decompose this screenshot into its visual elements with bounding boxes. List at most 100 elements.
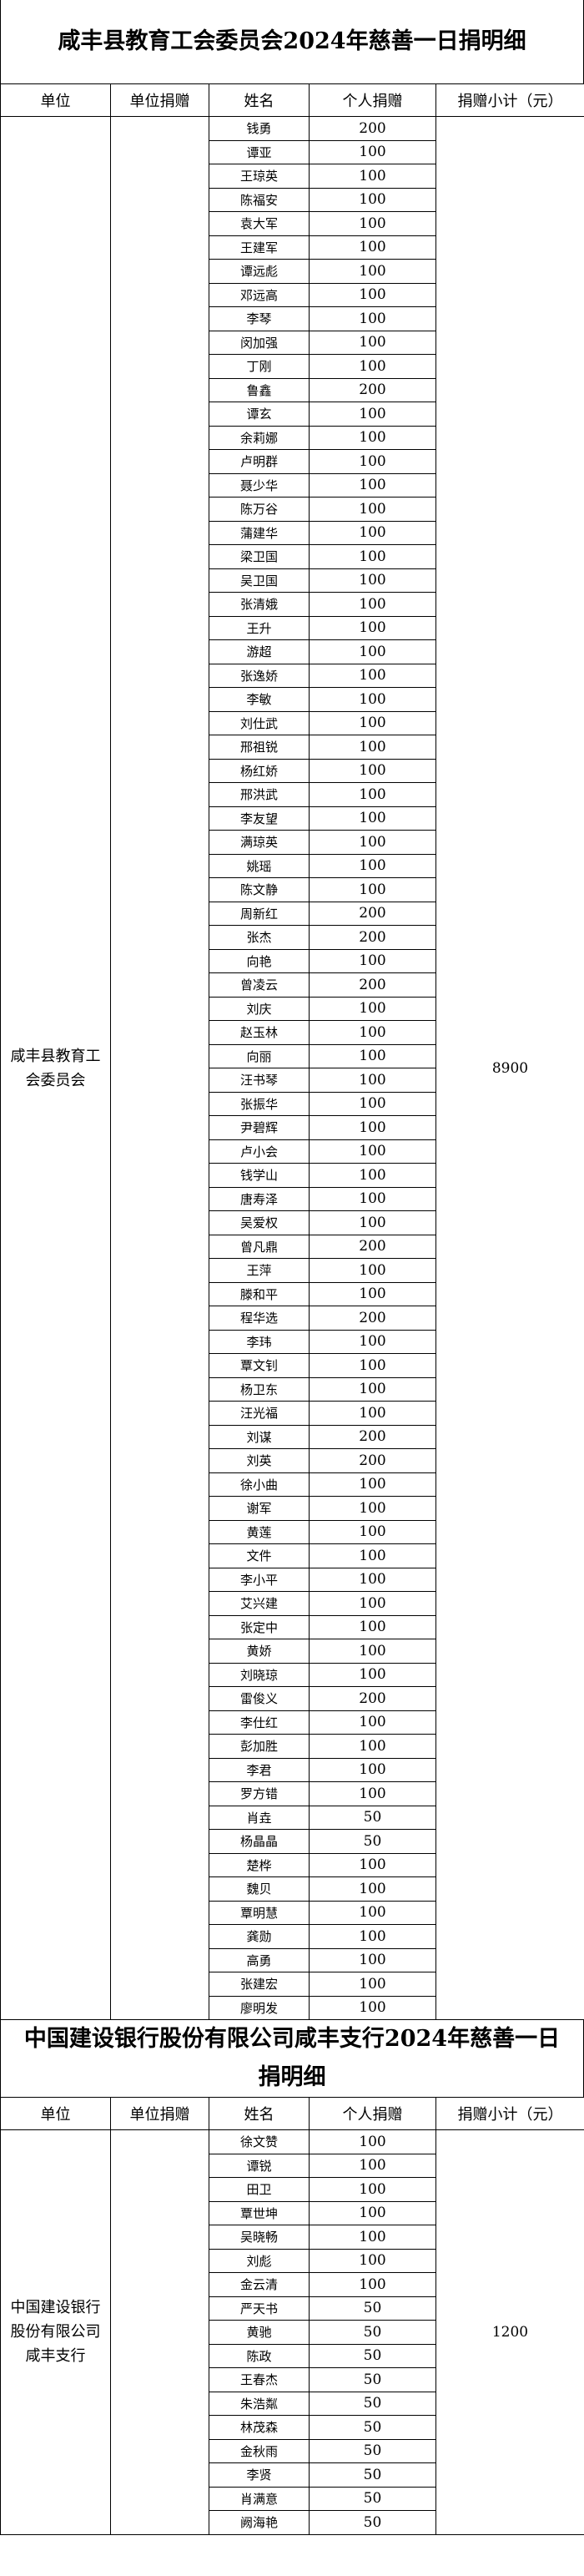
- table-row: 陈万谷 100: [1, 497, 584, 522]
- personal-donation-cell: 100: [309, 1163, 436, 1188]
- personal-donation-cell: 50: [309, 1829, 436, 1854]
- personal-donation-cell: 100: [309, 1091, 436, 1116]
- name-cell: 徐小曲: [209, 1472, 310, 1497]
- name-cell: 李敏: [209, 687, 310, 712]
- personal-donation-cell: 100: [309, 639, 436, 664]
- personal-donation-cell: 200: [309, 1234, 436, 1259]
- name-cell: 谭玄: [209, 402, 310, 427]
- personal-donation-cell: 100: [309, 1543, 436, 1568]
- name-cell: 程华选: [209, 1306, 310, 1331]
- personal-donation-cell: 100: [309, 2200, 436, 2225]
- table-row: 刘英 200: [1, 1448, 584, 1473]
- name-cell: 覃世坤: [209, 2200, 310, 2225]
- personal-donation-cell: 100: [309, 1995, 436, 2020]
- personal-donation-cell: 100: [309, 211, 436, 236]
- name-cell: 周新红: [209, 901, 310, 926]
- personal-donation-cell: 100: [309, 2248, 436, 2273]
- table-row: 程华选 200: [1, 1306, 584, 1331]
- table-row: 张定中 100: [1, 1614, 584, 1639]
- personal-donation-cell: 100: [309, 1353, 436, 1378]
- personal-donation-cell: 100: [309, 1662, 436, 1687]
- subtotal-cell: 8900: [435, 116, 584, 2020]
- name-cell: 邓远高: [209, 282, 310, 307]
- name-cell: 杨晶晶: [209, 1829, 310, 1854]
- personal-donation-cell: 100: [309, 1614, 436, 1639]
- personal-donation-cell: 200: [309, 116, 436, 141]
- personal-donation-cell: 100: [309, 948, 436, 973]
- table-row: 魏贝 100: [1, 1876, 584, 1902]
- header-row: 单位 单位捐赠 姓名 个人捐赠 捐赠小计（元）: [0, 2097, 584, 2130]
- name-cell: 赵玉林: [209, 1020, 310, 1045]
- table-row: 廖明发 100: [1, 1995, 584, 2020]
- name-cell: 王琼英: [209, 164, 310, 189]
- unit-cell: 中国建设银行股份有限公司咸丰支行: [0, 2129, 111, 2535]
- personal-donation-cell: 100: [309, 1924, 436, 1949]
- table-row: 龚勋 100: [1, 1924, 584, 1949]
- personal-donation-cell: 100: [309, 1591, 436, 1616]
- name-cell: 李君: [209, 1757, 310, 1782]
- name-cell: 李贤: [209, 2462, 310, 2488]
- header-unit-donation: 单位捐赠: [110, 2097, 209, 2130]
- table-row: 曾凌云 200: [1, 972, 584, 998]
- table-row: 中国建设银行股份有限公司咸丰支行 徐文赞 100 1200: [0, 2129, 584, 2535]
- personal-donation-cell: 100: [309, 782, 436, 807]
- personal-donation-cell: 100: [309, 853, 436, 878]
- personal-donation-cell: 100: [309, 1496, 436, 1521]
- personal-donation-cell: 200: [309, 377, 436, 402]
- personal-donation-cell: 50: [309, 2296, 436, 2321]
- personal-donation-cell: 100: [309, 1115, 436, 1140]
- table-row: 艾兴建 100: [1, 1591, 584, 1616]
- personal-donation-cell: 100: [309, 1567, 436, 1592]
- personal-donation-cell: 100: [309, 164, 436, 189]
- personal-donation-cell: 100: [309, 282, 436, 307]
- personal-donation-cell: 100: [309, 1329, 436, 1354]
- name-cell: 刘晓琼: [209, 1662, 310, 1687]
- table-row: 邢洪武 100: [1, 782, 584, 807]
- table-row: 严天书 50: [1, 2296, 584, 2321]
- personal-donation-cell: 100: [309, 1852, 436, 1877]
- personal-donation-cell: 100: [309, 235, 436, 260]
- table-row: 李贤 50: [1, 2462, 584, 2488]
- personal-donation-cell: 100: [309, 2177, 436, 2202]
- personal-donation-cell: 200: [309, 972, 436, 998]
- name-cell: 张杰: [209, 925, 310, 950]
- personal-donation-cell: 50: [309, 2343, 436, 2368]
- name-cell: 廖明发: [209, 1995, 310, 2020]
- table-row: 高勇 100: [1, 1947, 584, 1972]
- name-cell: 邢祖锐: [209, 735, 310, 760]
- table-row: 雷俊义 200: [1, 1686, 584, 1711]
- personal-donation-cell: 50: [309, 2391, 436, 2416]
- personal-donation-cell: 100: [309, 735, 436, 760]
- name-cell: 刘彪: [209, 2248, 310, 2273]
- personal-donation-cell: 100: [309, 1757, 436, 1782]
- personal-donation-cell: 50: [309, 2510, 436, 2535]
- table-row: 黄娇 100: [1, 1639, 584, 1664]
- personal-donation-cell: 100: [309, 1186, 436, 1211]
- name-cell: 杨红娇: [209, 758, 310, 783]
- name-cell: 李小平: [209, 1567, 310, 1592]
- name-cell: 尹碧辉: [209, 1115, 310, 1140]
- name-cell: 黄莲: [209, 1519, 310, 1544]
- name-cell: 吴爱权: [209, 1210, 310, 1235]
- name-cell: 肖垚: [209, 1805, 310, 1830]
- table-row: 余莉娜 100: [1, 425, 584, 450]
- name-cell: 刘谋: [209, 1424, 310, 1449]
- personal-donation-cell: 200: [309, 1306, 436, 1331]
- name-cell: 肖满意: [209, 2486, 310, 2511]
- table-row: 李仕红 100: [1, 1710, 584, 1735]
- name-cell: 谭远彪: [209, 259, 310, 284]
- table-row: 王春杰 50: [1, 2367, 584, 2392]
- name-cell: 袁大军: [209, 211, 310, 236]
- subtotal-cell: 1200: [435, 2129, 584, 2535]
- name-cell: 李琴: [209, 306, 310, 331]
- name-cell: 向丽: [209, 1043, 310, 1068]
- name-cell: 谭亚: [209, 139, 310, 164]
- name-cell: 罗方错: [209, 1781, 310, 1806]
- name-cell: 魏贝: [209, 1876, 310, 1902]
- header-subtotal: 捐赠小计（元）: [435, 83, 584, 117]
- table-row: 蒲建华 100: [1, 520, 584, 545]
- table-row: 田卫 100: [1, 2177, 584, 2202]
- table-row: 曾凡鼎 200: [1, 1234, 584, 1259]
- header-subtotal: 捐赠小计（元）: [435, 2097, 584, 2130]
